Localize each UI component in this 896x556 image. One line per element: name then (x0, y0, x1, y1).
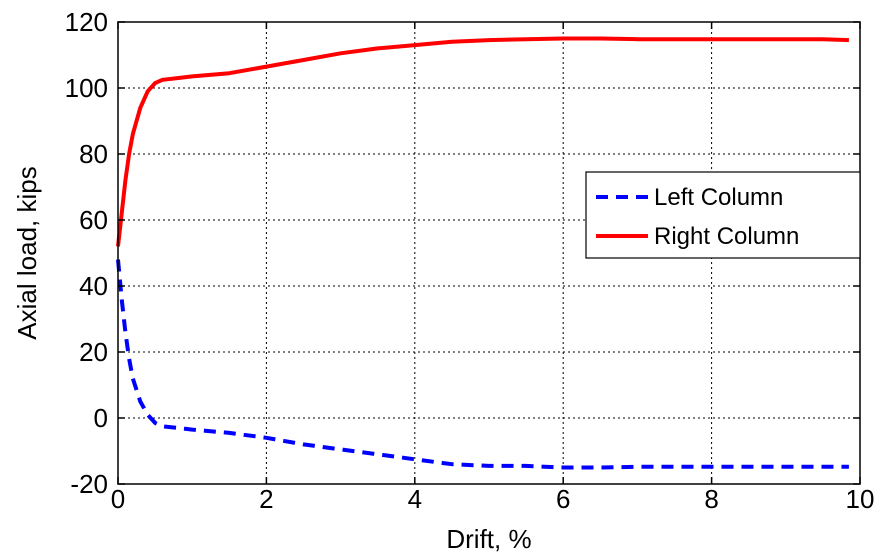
grid (118, 22, 860, 484)
y-tick-label: -20 (70, 469, 108, 499)
series-line-left-column (116, 259, 849, 470)
ticks (117, 21, 861, 485)
legend: Left Column Right Column (585, 171, 861, 259)
legend-box (585, 171, 861, 259)
y-tick-label: 100 (65, 73, 108, 103)
y-tick-label: 80 (79, 139, 108, 169)
legend-label-left-column: Left Column (654, 184, 783, 211)
x-tick-label: 0 (111, 484, 125, 514)
legend-label-right-column: Right Column (654, 223, 799, 250)
x-tick-label: 10 (846, 484, 875, 514)
y-tick-label: 20 (79, 337, 108, 367)
y-axis-title: Axial load, kips (12, 166, 42, 339)
y-tick-label: 0 (94, 403, 108, 433)
series-line-right-column (116, 36, 849, 247)
x-tick-label: 8 (704, 484, 718, 514)
series-group (116, 36, 849, 470)
x-tick-label: 2 (259, 484, 273, 514)
y-tick-label: 120 (65, 7, 108, 37)
x-tick-label: 6 (556, 484, 570, 514)
x-tick-label: 4 (408, 484, 422, 514)
y-tick-label: 60 (79, 205, 108, 235)
x-axis-title: Drift, % (446, 524, 531, 554)
y-tick-label: 40 (79, 271, 108, 301)
